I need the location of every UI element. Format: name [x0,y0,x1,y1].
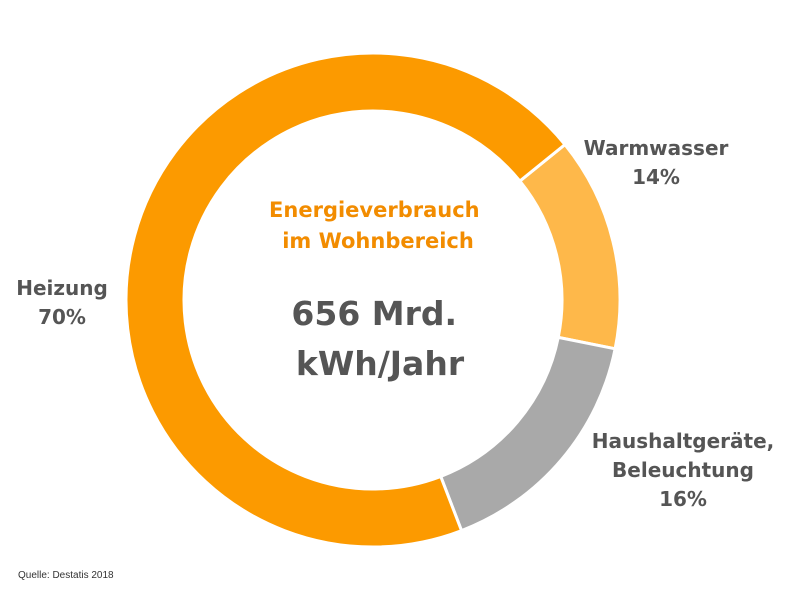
source-note: Quelle: Destatis 2018 [18,570,114,581]
label-heizung: Heizung 70% [16,276,108,329]
slice-warmwasser [517,142,622,351]
label-warmwasser-percent: 14% [632,165,680,189]
label-heizung-name: Heizung [16,276,108,300]
slice-haushaltgeraete [438,335,617,533]
donut-slices [124,51,622,549]
chart-title-line-2: im Wohnbereich [282,229,474,253]
slice-heizung [124,51,568,549]
label-haushaltgeraete-percent: 16% [659,487,707,511]
label-heizung-percent: 70% [38,305,86,329]
center-value-line-2: kWh/Jahr [296,344,465,383]
label-haushaltgeraete: Haushaltgeräte, Beleuchtung 16% [592,429,775,511]
chart-title-line-1: Energieverbrauch [269,198,480,222]
label-haushaltgeraete-name: Beleuchtung [612,458,754,482]
center-value-line-1: 656 Mrd. [291,294,457,333]
label-warmwasser: Warmwasser 14% [584,136,729,189]
label-haushaltgeraete-name: Haushaltgeräte, [592,429,775,453]
chart-title: Energieverbrauch im Wohnbereich [269,198,487,253]
slice-labels: Heizung 70% Warmwasser 14% Haushaltgeräte, Be… [16,136,774,511]
center-value: 656 Mrd. kWh/Jahr [291,294,468,383]
label-warmwasser-name: Warmwasser [584,136,729,160]
